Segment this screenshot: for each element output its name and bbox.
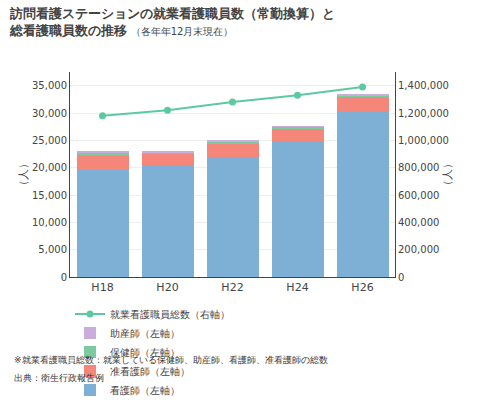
svg-text:10,000: 10,000 <box>32 217 67 228</box>
svg-text:准看護師（左軸）: 准看護師（左軸） <box>110 366 190 377</box>
svg-text:30,000: 30,000 <box>32 108 67 119</box>
svg-text:出典：衛生行政報告例: 出典：衛生行政報告例 <box>14 373 104 383</box>
svg-text:25,000: 25,000 <box>32 135 67 146</box>
svg-text:訪問看護ステーションの就業看護職員数（常勤換算）と総看護職員: 訪問看護ステーションの就業看護職員数（常勤換算）と総看護職員数の推移 （各年年1… <box>9 6 335 38</box>
svg-text:800,000: 800,000 <box>398 162 439 173</box>
svg-text:1,000,000: 1,000,000 <box>398 135 449 146</box>
svg-text:0: 0 <box>398 272 404 283</box>
svg-text:H22: H22 <box>221 281 243 294</box>
svg-text:保健師（左軸）: 保健師（左軸） <box>110 347 180 358</box>
svg-text:400,000: 400,000 <box>398 217 439 228</box>
svg-text:15,000: 15,000 <box>32 190 67 201</box>
svg-text:H20: H20 <box>156 281 178 294</box>
svg-text:（人）: （人） <box>17 158 30 191</box>
svg-text:200,000: 200,000 <box>398 244 439 255</box>
svg-text:600,000: 600,000 <box>398 190 439 201</box>
svg-text:※就業看護職員総数：就業している保健師、助産師、看護師、准看: ※就業看護職員総数：就業している保健師、助産師、看護師、准看護師の総数 <box>14 355 328 365</box>
svg-text:就業看護職員総数（右軸）: 就業看護職員総数（右軸） <box>110 309 230 320</box>
svg-text:1,400,000: 1,400,000 <box>398 80 449 91</box>
svg-text:H26: H26 <box>351 281 373 294</box>
svg-text:助産師（左軸）: 助産師（左軸） <box>110 328 180 339</box>
svg-text:看護師（左軸）: 看護師（左軸） <box>110 385 180 396</box>
svg-text:35,000: 35,000 <box>32 80 67 91</box>
svg-text:5,000: 5,000 <box>38 244 67 255</box>
svg-text:1,200,000: 1,200,000 <box>398 108 449 119</box>
svg-text:（人）: （人） <box>441 158 454 191</box>
svg-text:20,000: 20,000 <box>32 162 67 173</box>
svg-text:H18: H18 <box>91 281 113 294</box>
svg-text:H24: H24 <box>286 281 308 294</box>
svg-text:0: 0 <box>61 272 67 283</box>
